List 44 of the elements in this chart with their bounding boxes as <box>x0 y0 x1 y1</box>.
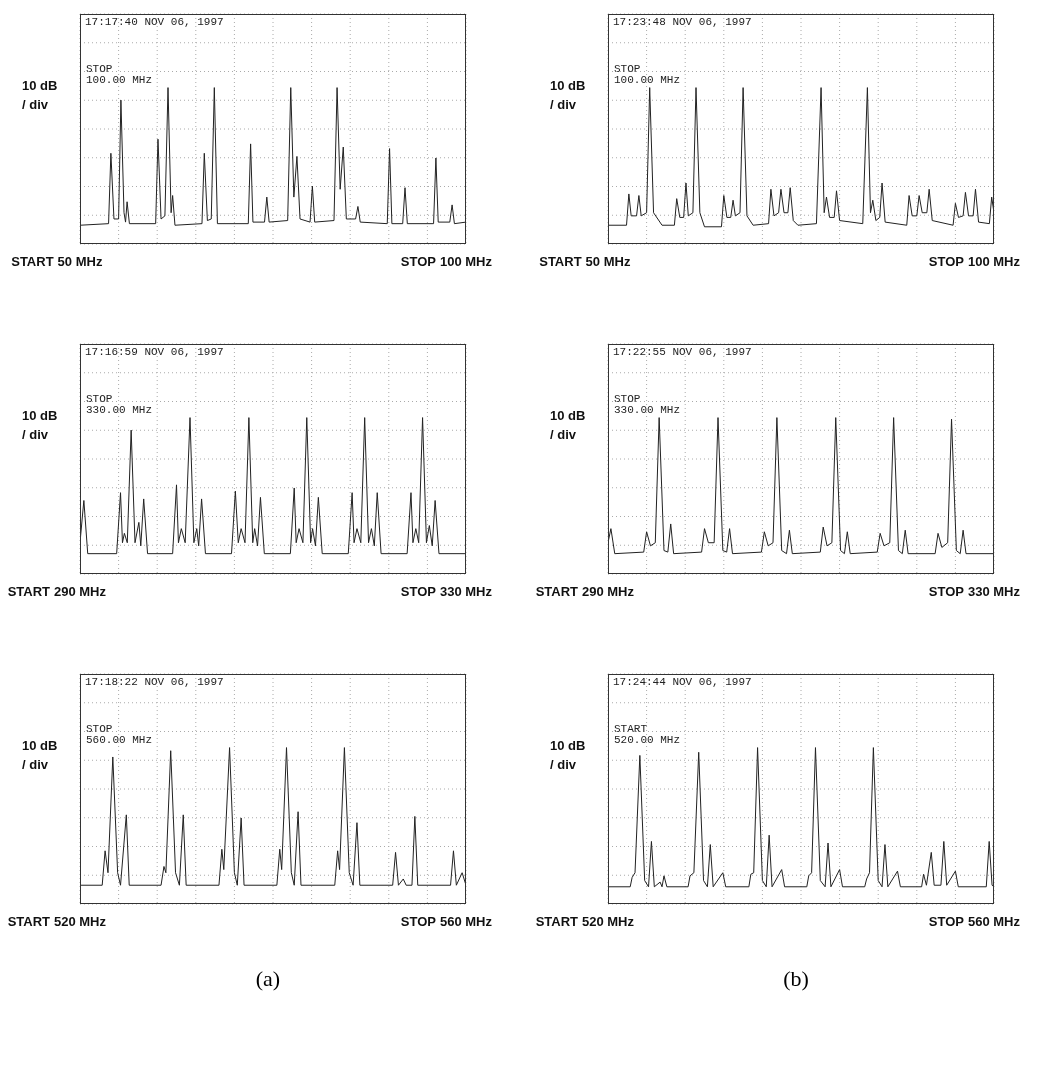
text: STOP 560.00 MHz <box>86 723 153 747</box>
y-axis-title: 10 dB / div <box>22 407 59 445</box>
text: STOP <box>928 254 965 269</box>
text: STOP <box>400 584 437 599</box>
text: START <box>7 914 51 929</box>
y-axis-title: 10 dB / div <box>550 77 587 115</box>
text: START <box>11 254 54 269</box>
y-axis-title: 10 dB / div <box>22 77 59 115</box>
x-tick-label: 520 MHz <box>581 914 635 929</box>
x-tick-label: 100 MHz <box>439 254 493 269</box>
x-tick-label: 520 MHz <box>53 914 107 929</box>
text: 17:18:22 NOV 06, 1997 <box>85 676 224 688</box>
text: 17:22:55 NOV 06, 1997 <box>613 346 752 358</box>
y-axis-title: 10 dB / div <box>22 737 59 775</box>
text: STOP 100.00 MHz <box>614 63 681 87</box>
text: START <box>539 254 582 269</box>
text: 17:17:40 NOV 06, 1997 <box>85 16 224 28</box>
x-tick-label: 50 MHz <box>57 254 103 269</box>
text: (b) <box>782 966 810 992</box>
text: STOP 100.00 MHz <box>86 63 153 87</box>
x-tick-label: 560 MHz <box>967 914 1021 929</box>
text: START <box>535 584 579 599</box>
text: STOP <box>928 914 965 929</box>
text: 17:16:59 NOV 06, 1997 <box>85 346 224 358</box>
text: STOP 330.00 MHz <box>86 393 153 417</box>
y-axis-title: 10 dB / div <box>550 407 587 445</box>
text: 17:24:44 NOV 06, 1997 <box>613 676 752 688</box>
text: START <box>7 584 51 599</box>
x-tick-label: 290 MHz <box>53 584 107 599</box>
x-tick-label: 330 MHz <box>439 584 493 599</box>
x-tick-label: 330 MHz <box>967 584 1021 599</box>
text: 17:23:48 NOV 06, 1997 <box>613 16 752 28</box>
text: (a) <box>254 966 282 992</box>
x-tick-label: 100 MHz <box>967 254 1021 269</box>
text: STOP <box>928 584 965 599</box>
x-tick-label: 50 MHz <box>585 254 631 269</box>
text: STOP <box>400 914 437 929</box>
x-tick-label: 560 MHz <box>439 914 493 929</box>
text: START <box>535 914 579 929</box>
text: STOP 330.00 MHz <box>614 393 681 417</box>
text: STOP <box>400 254 437 269</box>
y-axis-title: 10 dB / div <box>550 737 587 775</box>
text: START 520.00 MHz <box>614 723 681 747</box>
x-tick-label: 290 MHz <box>581 584 635 599</box>
